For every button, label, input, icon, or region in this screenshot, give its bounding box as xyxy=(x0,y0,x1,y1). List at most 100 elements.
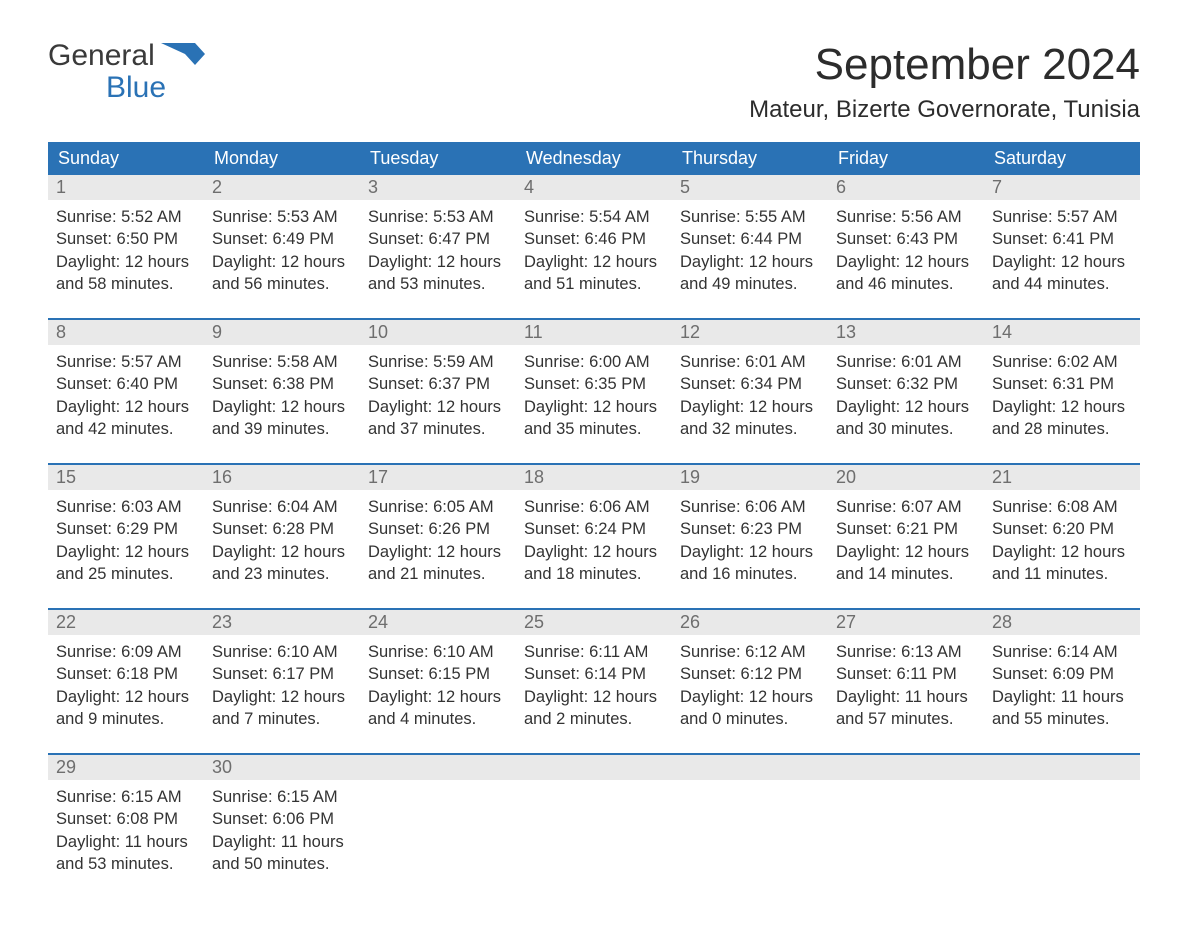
daylight-line-2: and 2 minutes. xyxy=(524,708,664,730)
day-number: 7 xyxy=(984,175,1140,200)
calendar-page: General Blue September 2024 Mateur, Bize… xyxy=(0,0,1188,944)
daylight-line-1: Daylight: 12 hours xyxy=(524,686,664,708)
brand-text: General Blue xyxy=(48,40,205,103)
sunrise-line: Sunrise: 6:11 AM xyxy=(524,641,664,663)
sunset-line: Sunset: 6:11 PM xyxy=(836,663,976,685)
sunset-line: Sunset: 6:18 PM xyxy=(56,663,196,685)
brand-general: General xyxy=(48,39,155,72)
daylight-line-2: and 57 minutes. xyxy=(836,708,976,730)
daylight-line-2: and 58 minutes. xyxy=(56,273,196,295)
daylight-line-1: Daylight: 12 hours xyxy=(524,541,664,563)
sunrise-line: Sunrise: 5:55 AM xyxy=(680,206,820,228)
week-row: 891011121314Sunrise: 5:57 AMSunset: 6:40… xyxy=(48,318,1140,449)
daylight-line-2: and 50 minutes. xyxy=(212,853,352,875)
day-number: 1 xyxy=(48,175,204,200)
sunset-line: Sunset: 6:24 PM xyxy=(524,518,664,540)
daylight-line-1: Daylight: 11 hours xyxy=(992,686,1132,708)
daylight-line-2: and 55 minutes. xyxy=(992,708,1132,730)
day-number: 9 xyxy=(204,320,360,345)
day-cell xyxy=(360,780,516,884)
daylight-line-1: Daylight: 12 hours xyxy=(680,251,820,273)
daylight-line-1: Daylight: 12 hours xyxy=(56,541,196,563)
daylight-line-1: Daylight: 12 hours xyxy=(368,251,508,273)
day-number: 11 xyxy=(516,320,672,345)
sunrise-line: Sunrise: 6:15 AM xyxy=(212,786,352,808)
daylight-line-2: and 35 minutes. xyxy=(524,418,664,440)
sunrise-line: Sunrise: 6:03 AM xyxy=(56,496,196,518)
daylight-line-1: Daylight: 12 hours xyxy=(212,251,352,273)
day-number: 12 xyxy=(672,320,828,345)
daylight-line-2: and 16 minutes. xyxy=(680,563,820,585)
sunrise-line: Sunrise: 5:54 AM xyxy=(524,206,664,228)
day-cell xyxy=(984,780,1140,884)
daylight-line-2: and 39 minutes. xyxy=(212,418,352,440)
day-cell: Sunrise: 6:14 AMSunset: 6:09 PMDaylight:… xyxy=(984,635,1140,739)
sunrise-line: Sunrise: 6:05 AM xyxy=(368,496,508,518)
weeks-container: 1234567Sunrise: 5:52 AMSunset: 6:50 PMDa… xyxy=(48,175,1140,884)
day-number xyxy=(516,755,672,780)
daylight-line-2: and 49 minutes. xyxy=(680,273,820,295)
day-number: 21 xyxy=(984,465,1140,490)
weekday-friday: Friday xyxy=(828,142,984,175)
daylight-line-2: and 53 minutes. xyxy=(368,273,508,295)
brand-logo: General Blue xyxy=(48,40,205,103)
daylight-line-1: Daylight: 12 hours xyxy=(524,396,664,418)
day-number xyxy=(984,755,1140,780)
daylight-line-1: Daylight: 12 hours xyxy=(212,541,352,563)
day-number-row: 891011121314 xyxy=(48,320,1140,345)
day-number: 29 xyxy=(48,755,204,780)
daylight-line-1: Daylight: 12 hours xyxy=(368,396,508,418)
weekday-sunday: Sunday xyxy=(48,142,204,175)
day-cell: Sunrise: 6:05 AMSunset: 6:26 PMDaylight:… xyxy=(360,490,516,594)
daylight-line-1: Daylight: 12 hours xyxy=(836,251,976,273)
sunrise-line: Sunrise: 6:12 AM xyxy=(680,641,820,663)
day-cell: Sunrise: 5:54 AMSunset: 6:46 PMDaylight:… xyxy=(516,200,672,304)
sunset-line: Sunset: 6:17 PM xyxy=(212,663,352,685)
calendar: Sunday Monday Tuesday Wednesday Thursday… xyxy=(48,142,1140,884)
sunrise-line: Sunrise: 6:13 AM xyxy=(836,641,976,663)
daylight-line-1: Daylight: 12 hours xyxy=(212,686,352,708)
sunset-line: Sunset: 6:12 PM xyxy=(680,663,820,685)
daylight-line-2: and 7 minutes. xyxy=(212,708,352,730)
sunrise-line: Sunrise: 5:53 AM xyxy=(368,206,508,228)
day-cell: Sunrise: 6:10 AMSunset: 6:17 PMDaylight:… xyxy=(204,635,360,739)
daylight-line-2: and 4 minutes. xyxy=(368,708,508,730)
daylight-line-2: and 23 minutes. xyxy=(212,563,352,585)
day-number: 13 xyxy=(828,320,984,345)
day-number: 5 xyxy=(672,175,828,200)
day-cell: Sunrise: 5:53 AMSunset: 6:47 PMDaylight:… xyxy=(360,200,516,304)
day-number-row: 2930 xyxy=(48,755,1140,780)
day-cell: Sunrise: 6:08 AMSunset: 6:20 PMDaylight:… xyxy=(984,490,1140,594)
day-number: 6 xyxy=(828,175,984,200)
daylight-line-2: and 0 minutes. xyxy=(680,708,820,730)
daylight-line-1: Daylight: 12 hours xyxy=(212,396,352,418)
day-cell: Sunrise: 6:13 AMSunset: 6:11 PMDaylight:… xyxy=(828,635,984,739)
day-number: 14 xyxy=(984,320,1140,345)
weekday-wednesday: Wednesday xyxy=(516,142,672,175)
sunrise-line: Sunrise: 6:09 AM xyxy=(56,641,196,663)
daylight-line-1: Daylight: 12 hours xyxy=(680,686,820,708)
sunset-line: Sunset: 6:14 PM xyxy=(524,663,664,685)
day-number: 20 xyxy=(828,465,984,490)
sunrise-line: Sunrise: 6:01 AM xyxy=(680,351,820,373)
daylight-line-2: and 25 minutes. xyxy=(56,563,196,585)
daylight-line-1: Daylight: 12 hours xyxy=(992,396,1132,418)
sunrise-line: Sunrise: 6:10 AM xyxy=(368,641,508,663)
sunrise-line: Sunrise: 6:06 AM xyxy=(680,496,820,518)
sunset-line: Sunset: 6:49 PM xyxy=(212,228,352,250)
daylight-line-2: and 42 minutes. xyxy=(56,418,196,440)
daylight-line-2: and 9 minutes. xyxy=(56,708,196,730)
day-cell: Sunrise: 6:02 AMSunset: 6:31 PMDaylight:… xyxy=(984,345,1140,449)
day-cell: Sunrise: 5:57 AMSunset: 6:40 PMDaylight:… xyxy=(48,345,204,449)
day-number: 26 xyxy=(672,610,828,635)
sunset-line: Sunset: 6:37 PM xyxy=(368,373,508,395)
day-cell: Sunrise: 5:55 AMSunset: 6:44 PMDaylight:… xyxy=(672,200,828,304)
day-number xyxy=(672,755,828,780)
day-number: 22 xyxy=(48,610,204,635)
sunset-line: Sunset: 6:46 PM xyxy=(524,228,664,250)
daylight-line-1: Daylight: 12 hours xyxy=(836,396,976,418)
sunset-line: Sunset: 6:43 PM xyxy=(836,228,976,250)
daylight-line-2: and 53 minutes. xyxy=(56,853,196,875)
day-cell: Sunrise: 6:12 AMSunset: 6:12 PMDaylight:… xyxy=(672,635,828,739)
daylight-line-1: Daylight: 12 hours xyxy=(992,541,1132,563)
